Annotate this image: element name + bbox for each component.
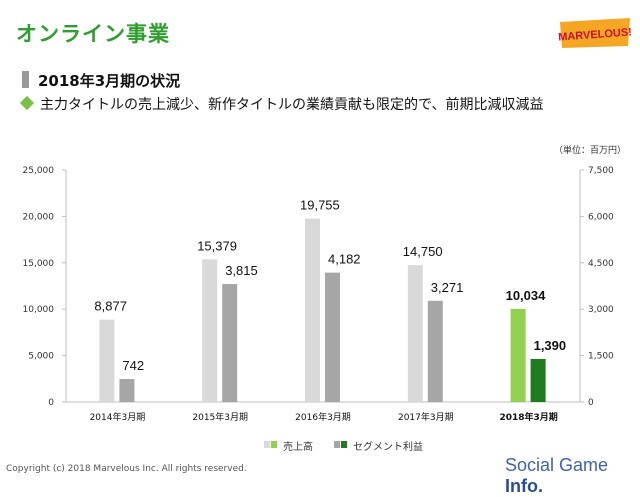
bar-profit (222, 283, 238, 402)
bar-profit (530, 359, 546, 402)
section-title: 2018年3月期の状況 (38, 72, 181, 90)
bar-sales (407, 265, 423, 402)
right-tick-label: 1,500 (588, 352, 614, 362)
category-label: 2015年3月期 (192, 411, 248, 423)
svg-text:MARVELOUS!: MARVELOUS! (558, 26, 632, 43)
data-label-profit: 3,815 (225, 263, 258, 278)
data-label-profit: 3,271 (431, 280, 464, 295)
right-tick-label: 3,000 (588, 305, 614, 315)
marvelous-logo: MARVELOUS! (558, 18, 632, 48)
bar-sales (305, 218, 320, 402)
data-label-sales: 19,755 (300, 198, 340, 213)
right-tick-label: 7,500 (588, 166, 614, 176)
data-label-sales: 8,877 (94, 299, 127, 314)
category-label: 2014年3月期 (90, 411, 146, 423)
category-label: 2017年3月期 (398, 411, 454, 423)
legend-swatch-profit-green (341, 441, 347, 448)
bar-sales (510, 308, 526, 402)
unit-label: （単位：百万円） (554, 146, 627, 156)
bar-sales (99, 319, 115, 402)
data-label-profit: 4,182 (328, 252, 361, 267)
bar-profit (119, 379, 135, 402)
left-tick-label: 0 (48, 398, 54, 408)
bar-chart: 0 0 5,000 1,500 10,000 3,000 15,000 4,500 20,000… (23, 166, 615, 423)
category-label: 2018年3月期 (499, 411, 557, 423)
watermark: Social Game Info. (505, 455, 609, 496)
category-label: 2016年3月期 (295, 411, 351, 423)
bullet-text: 主力タイトルの売上減少、新作タイトルの業績貢献も限定的で、前期比減収減益 (40, 97, 544, 113)
left-tick-label: 10,000 (23, 305, 55, 315)
data-label-profit: 742 (122, 358, 144, 373)
bar-sales (202, 259, 218, 402)
bar-profit (325, 272, 340, 402)
page-title: オンライン事業 (16, 22, 170, 46)
legend-label-sales: 売上高 (283, 442, 313, 453)
legend-label-profit: セグメント利益 (353, 442, 423, 453)
section-marker (22, 71, 29, 88)
left-tick-label: 5,000 (28, 352, 54, 362)
right-tick-label: 6,000 (588, 212, 614, 222)
bar-profit (427, 300, 443, 402)
right-tick-label: 0 (588, 398, 594, 408)
data-label-sales: 14,750 (403, 244, 443, 259)
data-label-profit: 1,390 (534, 338, 567, 353)
legend-swatch-sales-green (271, 441, 277, 448)
legend-swatch-profit-grey (334, 441, 340, 448)
left-tick-label: 15,000 (23, 259, 55, 269)
right-tick-label: 4,500 (588, 259, 614, 269)
data-label-sales: 15,379 (197, 238, 237, 253)
left-tick-label: 25,000 (23, 166, 55, 176)
left-tick-label: 20,000 (23, 212, 55, 222)
data-label-sales: 10,034 (506, 288, 547, 303)
legend-swatch-sales-grey (264, 441, 270, 448)
copyright-text: Copyright (c) 2018 Marvelous Inc. All ri… (6, 464, 247, 474)
